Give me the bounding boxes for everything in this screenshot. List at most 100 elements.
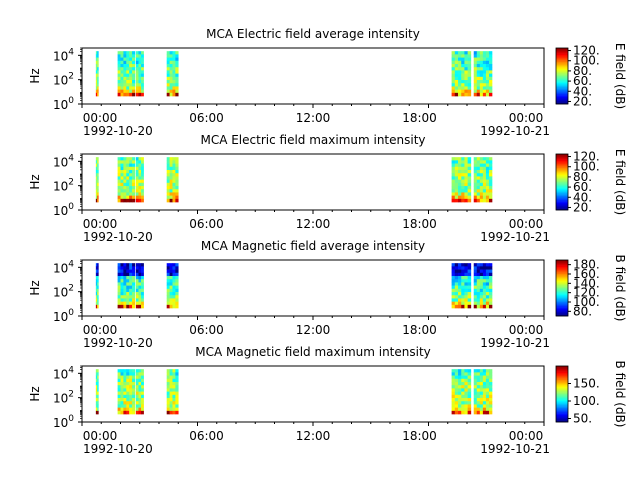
- heatmap-cell: [138, 282, 142, 286]
- heatmap-cell: [117, 157, 121, 161]
- heatmap-cell: [175, 282, 179, 286]
- heatmap-cell: [126, 298, 130, 302]
- colorbar-step: [556, 288, 568, 290]
- heatmap-cell: [126, 179, 130, 184]
- heatmap-cell: [458, 89, 462, 94]
- heatmap-cell: [467, 388, 472, 392]
- heatmap-cell: [97, 304, 99, 309]
- heatmap-cell: [138, 375, 142, 380]
- heatmap-cell: [95, 381, 98, 386]
- heatmap-cell: [135, 301, 139, 306]
- heatmap-cell: [126, 391, 130, 396]
- heatmap-cell: [132, 391, 136, 396]
- heatmap-cell: [467, 410, 472, 415]
- heatmap-cell: [473, 295, 478, 299]
- heatmap-cell: [166, 269, 170, 274]
- heatmap-cell: [123, 269, 127, 274]
- colorbar-step: [556, 154, 568, 156]
- heatmap-cell: [126, 169, 130, 174]
- heatmap-cell: [458, 295, 462, 299]
- heatmap-cell: [95, 298, 98, 302]
- heatmap-cell: [454, 401, 459, 405]
- heatmap-cell: [120, 279, 124, 283]
- heatmap-cell: [95, 385, 98, 389]
- heatmap-cell: [138, 272, 142, 277]
- heatmap-cell: [175, 195, 179, 200]
- heatmap-cell: [97, 279, 99, 283]
- heatmap-cell: [132, 192, 136, 196]
- heatmap-cell: [454, 57, 459, 62]
- heatmap-cell: [482, 381, 487, 386]
- colorbar-step: [556, 205, 568, 208]
- colorbar-step: [556, 80, 568, 82]
- heatmap-cell: [169, 176, 173, 180]
- heatmap-cell: [454, 378, 459, 383]
- heatmap-cell: [454, 407, 459, 412]
- heatmap-cell: [485, 375, 490, 380]
- heatmap-cell: [467, 195, 472, 200]
- heatmap-cell: [461, 73, 465, 78]
- heatmap-cell: [175, 192, 179, 196]
- heatmap-cell: [454, 63, 459, 68]
- heatmap-cell: [138, 179, 142, 184]
- heatmap-cell: [169, 57, 173, 62]
- heatmap-cell: [488, 92, 493, 97]
- colorbar-step: [556, 416, 568, 419]
- heatmap-cell: [169, 404, 173, 408]
- colorbar-tick-label: 100.: [573, 54, 600, 68]
- colorbar-step: [556, 77, 568, 80]
- heatmap-cell: [169, 288, 173, 293]
- colorbar-step: [556, 297, 568, 300]
- heatmap-cell: [135, 275, 139, 280]
- heatmap-cell: [172, 160, 176, 164]
- heatmap-cell: [138, 394, 142, 399]
- heatmap-cell: [458, 195, 462, 200]
- heatmap-cell: [117, 292, 121, 296]
- heatmap-cell: [488, 169, 493, 174]
- heatmap-cell: [135, 163, 139, 168]
- heatmap-cell: [175, 381, 179, 386]
- heatmap-cell: [95, 198, 98, 203]
- heatmap-cell: [97, 301, 99, 306]
- heatmap-cell: [454, 70, 459, 74]
- heatmap-cell: [467, 60, 472, 65]
- heatmap-cell: [451, 295, 456, 299]
- colorbar-step: [556, 161, 568, 163]
- heatmap-cell: [488, 63, 493, 68]
- heatmap-cell: [120, 275, 124, 280]
- colorbar-step: [556, 193, 568, 195]
- heatmap-cell: [473, 160, 478, 164]
- colorbar-step: [556, 408, 568, 410]
- heatmap-cell: [479, 404, 484, 408]
- heatmap-cell: [464, 63, 468, 68]
- heatmap-cell: [479, 285, 484, 290]
- heatmap-cell: [129, 292, 133, 296]
- heatmap-cell: [97, 182, 99, 187]
- heatmap-cell: [172, 80, 176, 84]
- heatmap-cell: [172, 189, 176, 193]
- heatmap-cell: [485, 263, 490, 267]
- heatmap-cell: [476, 157, 481, 161]
- heatmap-cell: [117, 288, 121, 293]
- heatmap-cell: [451, 385, 456, 389]
- heatmap-cell: [97, 391, 99, 396]
- heatmap-cell: [479, 54, 484, 58]
- heatmap-cell: [97, 263, 99, 267]
- heatmap-cell: [117, 51, 121, 55]
- heatmap-cell: [135, 398, 139, 402]
- heatmap-cell: [135, 89, 139, 94]
- heatmap-cell: [451, 410, 456, 415]
- heatmap-cell: [488, 186, 493, 190]
- heatmap-cell: [97, 89, 99, 94]
- heatmap-cell: [141, 275, 144, 280]
- heatmap-cell: [485, 182, 490, 187]
- heatmap-cell: [117, 279, 121, 283]
- heatmap-cell: [166, 51, 170, 55]
- heatmap-cell: [473, 298, 478, 302]
- heatmap-cell: [120, 369, 124, 373]
- heatmap-cell: [169, 186, 173, 190]
- heatmap-cell: [479, 176, 484, 180]
- heatmap-cell: [488, 166, 493, 171]
- heatmap-cell: [123, 275, 127, 280]
- heatmap-cell: [464, 157, 468, 161]
